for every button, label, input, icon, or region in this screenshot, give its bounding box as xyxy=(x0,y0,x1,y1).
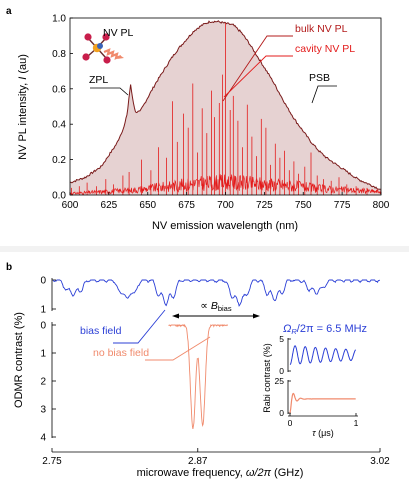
panel-a-x-ticks: 600 625 650 675 700 725 750 775 800 xyxy=(62,192,390,211)
x-tick-label: 750 xyxy=(295,200,312,211)
y-tick-label: 3 xyxy=(40,405,46,416)
panel-divider xyxy=(0,246,409,252)
panel-b-xlabel: microwave frequency, ω/2π (GHz) xyxy=(137,467,304,479)
x-tick-label: 675 xyxy=(178,200,195,211)
x-tick-label: 725 xyxy=(256,200,273,211)
y-tick-label: 0 xyxy=(40,276,46,287)
x-tick-label: 650 xyxy=(139,200,156,211)
panel-b-x-ticks: 2.75 2.87 3.02 xyxy=(42,448,390,467)
y-tick-label: 1 xyxy=(40,305,46,316)
y-tick-label: 0.2 xyxy=(52,155,66,166)
no-bias-field-label: no bias field xyxy=(93,347,149,359)
x-tick-label: 0 xyxy=(288,418,293,428)
panel-b-ylabel: ODMR contrast (%) xyxy=(13,312,25,408)
y-tick-label: 0 xyxy=(279,408,284,418)
emission-arrow-icon xyxy=(117,56,124,59)
panel-a-label: a xyxy=(6,6,12,17)
panel-b-label: b xyxy=(6,262,12,273)
panel-a-plot: 600 625 650 675 700 725 750 775 800 0.0 0.2 0.4 0.6… xyxy=(17,14,390,233)
legend-bulk-label: bulk NV PL xyxy=(295,23,348,35)
zpl-leader xyxy=(90,87,129,96)
y-tick-label: 0.4 xyxy=(52,120,66,131)
panel-a-ylabel: NV PL intensity, I (au) xyxy=(17,54,29,160)
splitting-label: ∝ Bbias xyxy=(200,300,231,313)
y-tick-label: 2 xyxy=(40,377,46,388)
x-tick-label: 2.87 xyxy=(188,456,208,467)
x-tick-label: 800 xyxy=(373,200,390,211)
nobias-label-leader xyxy=(145,336,211,361)
cavity-nv-pl-series xyxy=(69,23,382,195)
x-tick-label: 3.02 xyxy=(370,456,390,467)
x-tick-label: 1 xyxy=(354,418,359,428)
nv-pl-inset-label: NV PL xyxy=(103,27,134,39)
y-tick-label: 1.0 xyxy=(52,14,66,25)
splitting-arrow-right-head xyxy=(253,313,260,319)
x-tick-label: 625 xyxy=(101,200,118,211)
y-tick-label: 0.8 xyxy=(52,49,66,60)
legend-bulk-leader xyxy=(222,35,293,102)
y-tick-label: 0.6 xyxy=(52,84,66,95)
rabi-top-y-ticks: 05 xyxy=(279,334,291,376)
panel-a-y-ticks: 0.0 0.2 0.4 0.6 0.8 1.0 xyxy=(52,14,73,202)
rabi-ylabel: Rabi contrast (%) xyxy=(262,343,272,413)
bias-field-odmr-line xyxy=(52,279,381,307)
y-tick-label: 5 xyxy=(279,334,284,344)
emission-wave-icon xyxy=(103,48,122,60)
bias-y-ticks: 01 xyxy=(40,276,56,316)
rabi-frequency-title: ΩR/2π = 6.5 MHz xyxy=(283,323,367,336)
y-tick-label: 4 xyxy=(40,433,46,444)
x-tick-label: 700 xyxy=(217,200,234,211)
bias-field-label: bias field xyxy=(80,325,122,337)
rabi-bottom-y-ticks: 0 25 xyxy=(275,376,291,418)
psb-leader xyxy=(311,85,337,104)
bulk-nv-pl-line xyxy=(69,20,381,190)
legend-cavity-leader xyxy=(223,55,293,98)
x-tick-label: 2.75 xyxy=(42,456,62,467)
y-tick-label: 1 xyxy=(40,349,46,360)
no-bias-field-odmr-line xyxy=(168,323,228,429)
rabi-top-trace xyxy=(289,345,356,366)
nv-center-icon xyxy=(82,33,111,64)
y-tick-label: 0 xyxy=(40,321,46,332)
x-tick-label: 600 xyxy=(62,200,79,211)
psb-annotation: PSB xyxy=(309,72,330,84)
zpl-annotation: ZPL xyxy=(89,74,108,86)
splitting-arrow-left-head xyxy=(172,313,179,319)
y-tick-label: 25 xyxy=(275,376,285,386)
rabi-xlabel: τ (μs) xyxy=(312,428,334,438)
nobias-y-ticks: 0 1 2 3 4 xyxy=(40,321,56,444)
y-tick-label: 0 xyxy=(279,366,284,376)
panel-a-xlabel: NV emission wavelength (nm) xyxy=(152,220,298,232)
y-tick-label: 0.0 xyxy=(52,191,66,202)
rabi-bottom-trace xyxy=(289,392,356,414)
bias-label-leader xyxy=(113,309,166,344)
x-tick-label: 775 xyxy=(334,200,351,211)
legend-cavity-label: cavity NV PL xyxy=(295,43,355,55)
